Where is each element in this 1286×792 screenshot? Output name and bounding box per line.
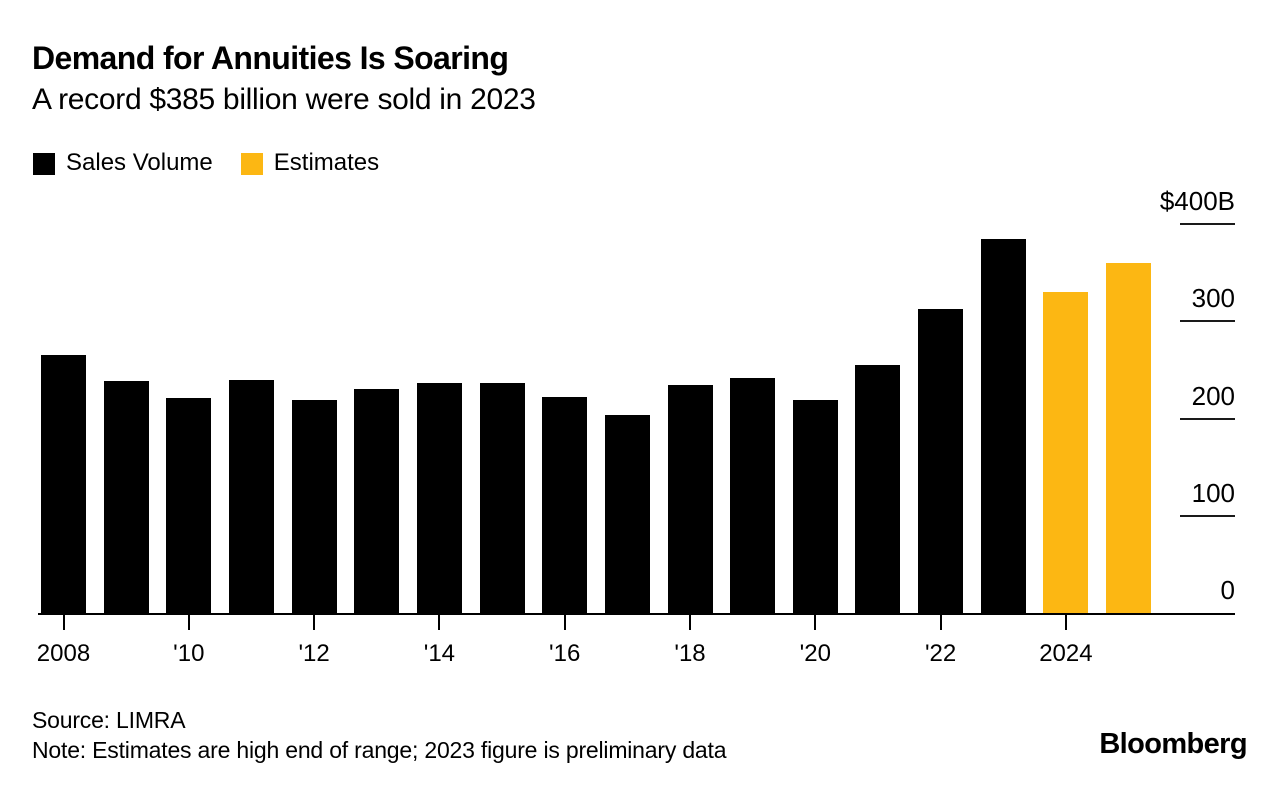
x-axis-tick-2018 [689, 615, 691, 630]
x-axis-label-2024: 2024 [1039, 640, 1093, 667]
source-note: Source: LIMRA [32, 707, 186, 733]
x-axis-label-2018: '18 [674, 640, 706, 667]
bar-2013 [354, 389, 400, 613]
y-axis-tick-100 [1180, 514, 1235, 517]
bloomberg-logo: Bloomberg [1099, 728, 1247, 760]
x-axis-label-2022: '22 [924, 640, 957, 667]
sales-volume-swatch-icon [33, 153, 55, 175]
x-axis-label-2020: '20 [799, 640, 831, 667]
bar-2025 [1106, 263, 1152, 613]
x-axis-tick-2020 [814, 615, 817, 630]
legend-item-sales-volume: Sales Volume [33, 149, 213, 177]
bar-2012 [291, 400, 337, 613]
legend: Sales Volume Estimates [33, 149, 379, 177]
legend-label-sales-volume: Sales Volume [66, 149, 213, 176]
bar-2020 [792, 400, 838, 613]
bar-2010 [166, 398, 212, 613]
bar-2023 [980, 239, 1026, 613]
bar-2008 [41, 355, 86, 613]
bar-2021 [855, 365, 901, 613]
bar-2022 [918, 309, 964, 613]
bar-2019 [730, 378, 776, 613]
x-axis-tick-2012 [313, 615, 316, 630]
legend-label-estimates: Estimates [273, 149, 380, 176]
estimates-swatch-icon [240, 153, 263, 175]
x-axis-label-2012: '12 [298, 640, 330, 667]
x-axis-label-2010: '10 [173, 640, 205, 667]
bar-2015 [479, 383, 525, 613]
chart-subtitle: A record $385 billion were sold in 2023 [32, 83, 536, 116]
footnote: Note: Estimates are high end of range; 2… [32, 737, 727, 763]
x-axis-tick-2016 [563, 615, 566, 630]
footer: Source: LIMRA Note: Estimates are high e… [32, 705, 726, 765]
y-axis-label-400: $400B [1159, 186, 1235, 216]
x-axis-tick-2010 [187, 615, 190, 630]
bar-2024 [1043, 292, 1089, 613]
bar-2017 [604, 415, 650, 613]
bar-2009 [103, 381, 149, 613]
x-axis-label-2014: '14 [423, 640, 456, 667]
x-axis-label-2016: '16 [549, 640, 581, 667]
y-axis-label-100: 100 [1191, 477, 1235, 508]
bar-2014 [416, 383, 462, 613]
x-axis-label-2008: 2008 [36, 640, 91, 667]
x-axis-tick-2024 [1064, 615, 1067, 630]
y-axis-tick-200 [1180, 417, 1235, 420]
y-axis-label-200: 200 [1191, 380, 1235, 411]
bar-2018 [667, 385, 713, 613]
y-axis-tick-300 [1180, 320, 1235, 323]
x-axis-tick-2008 [62, 615, 65, 630]
x-axis-tick-2022 [939, 615, 942, 630]
bar-2011 [228, 380, 274, 613]
y-axis-tick-400 [1180, 223, 1235, 225]
legend-item-estimates: Estimates [240, 149, 380, 177]
x-axis-line [38, 613, 1235, 615]
bar-2016 [542, 397, 588, 613]
bar-plot-area [40, 224, 1154, 613]
y-axis-label-300: 300 [1191, 283, 1235, 314]
chart-title: Demand for Annuities Is Soaring [32, 40, 509, 76]
y-axis-label-0: 0 [1220, 575, 1235, 605]
x-axis-tick-2014 [438, 615, 441, 630]
